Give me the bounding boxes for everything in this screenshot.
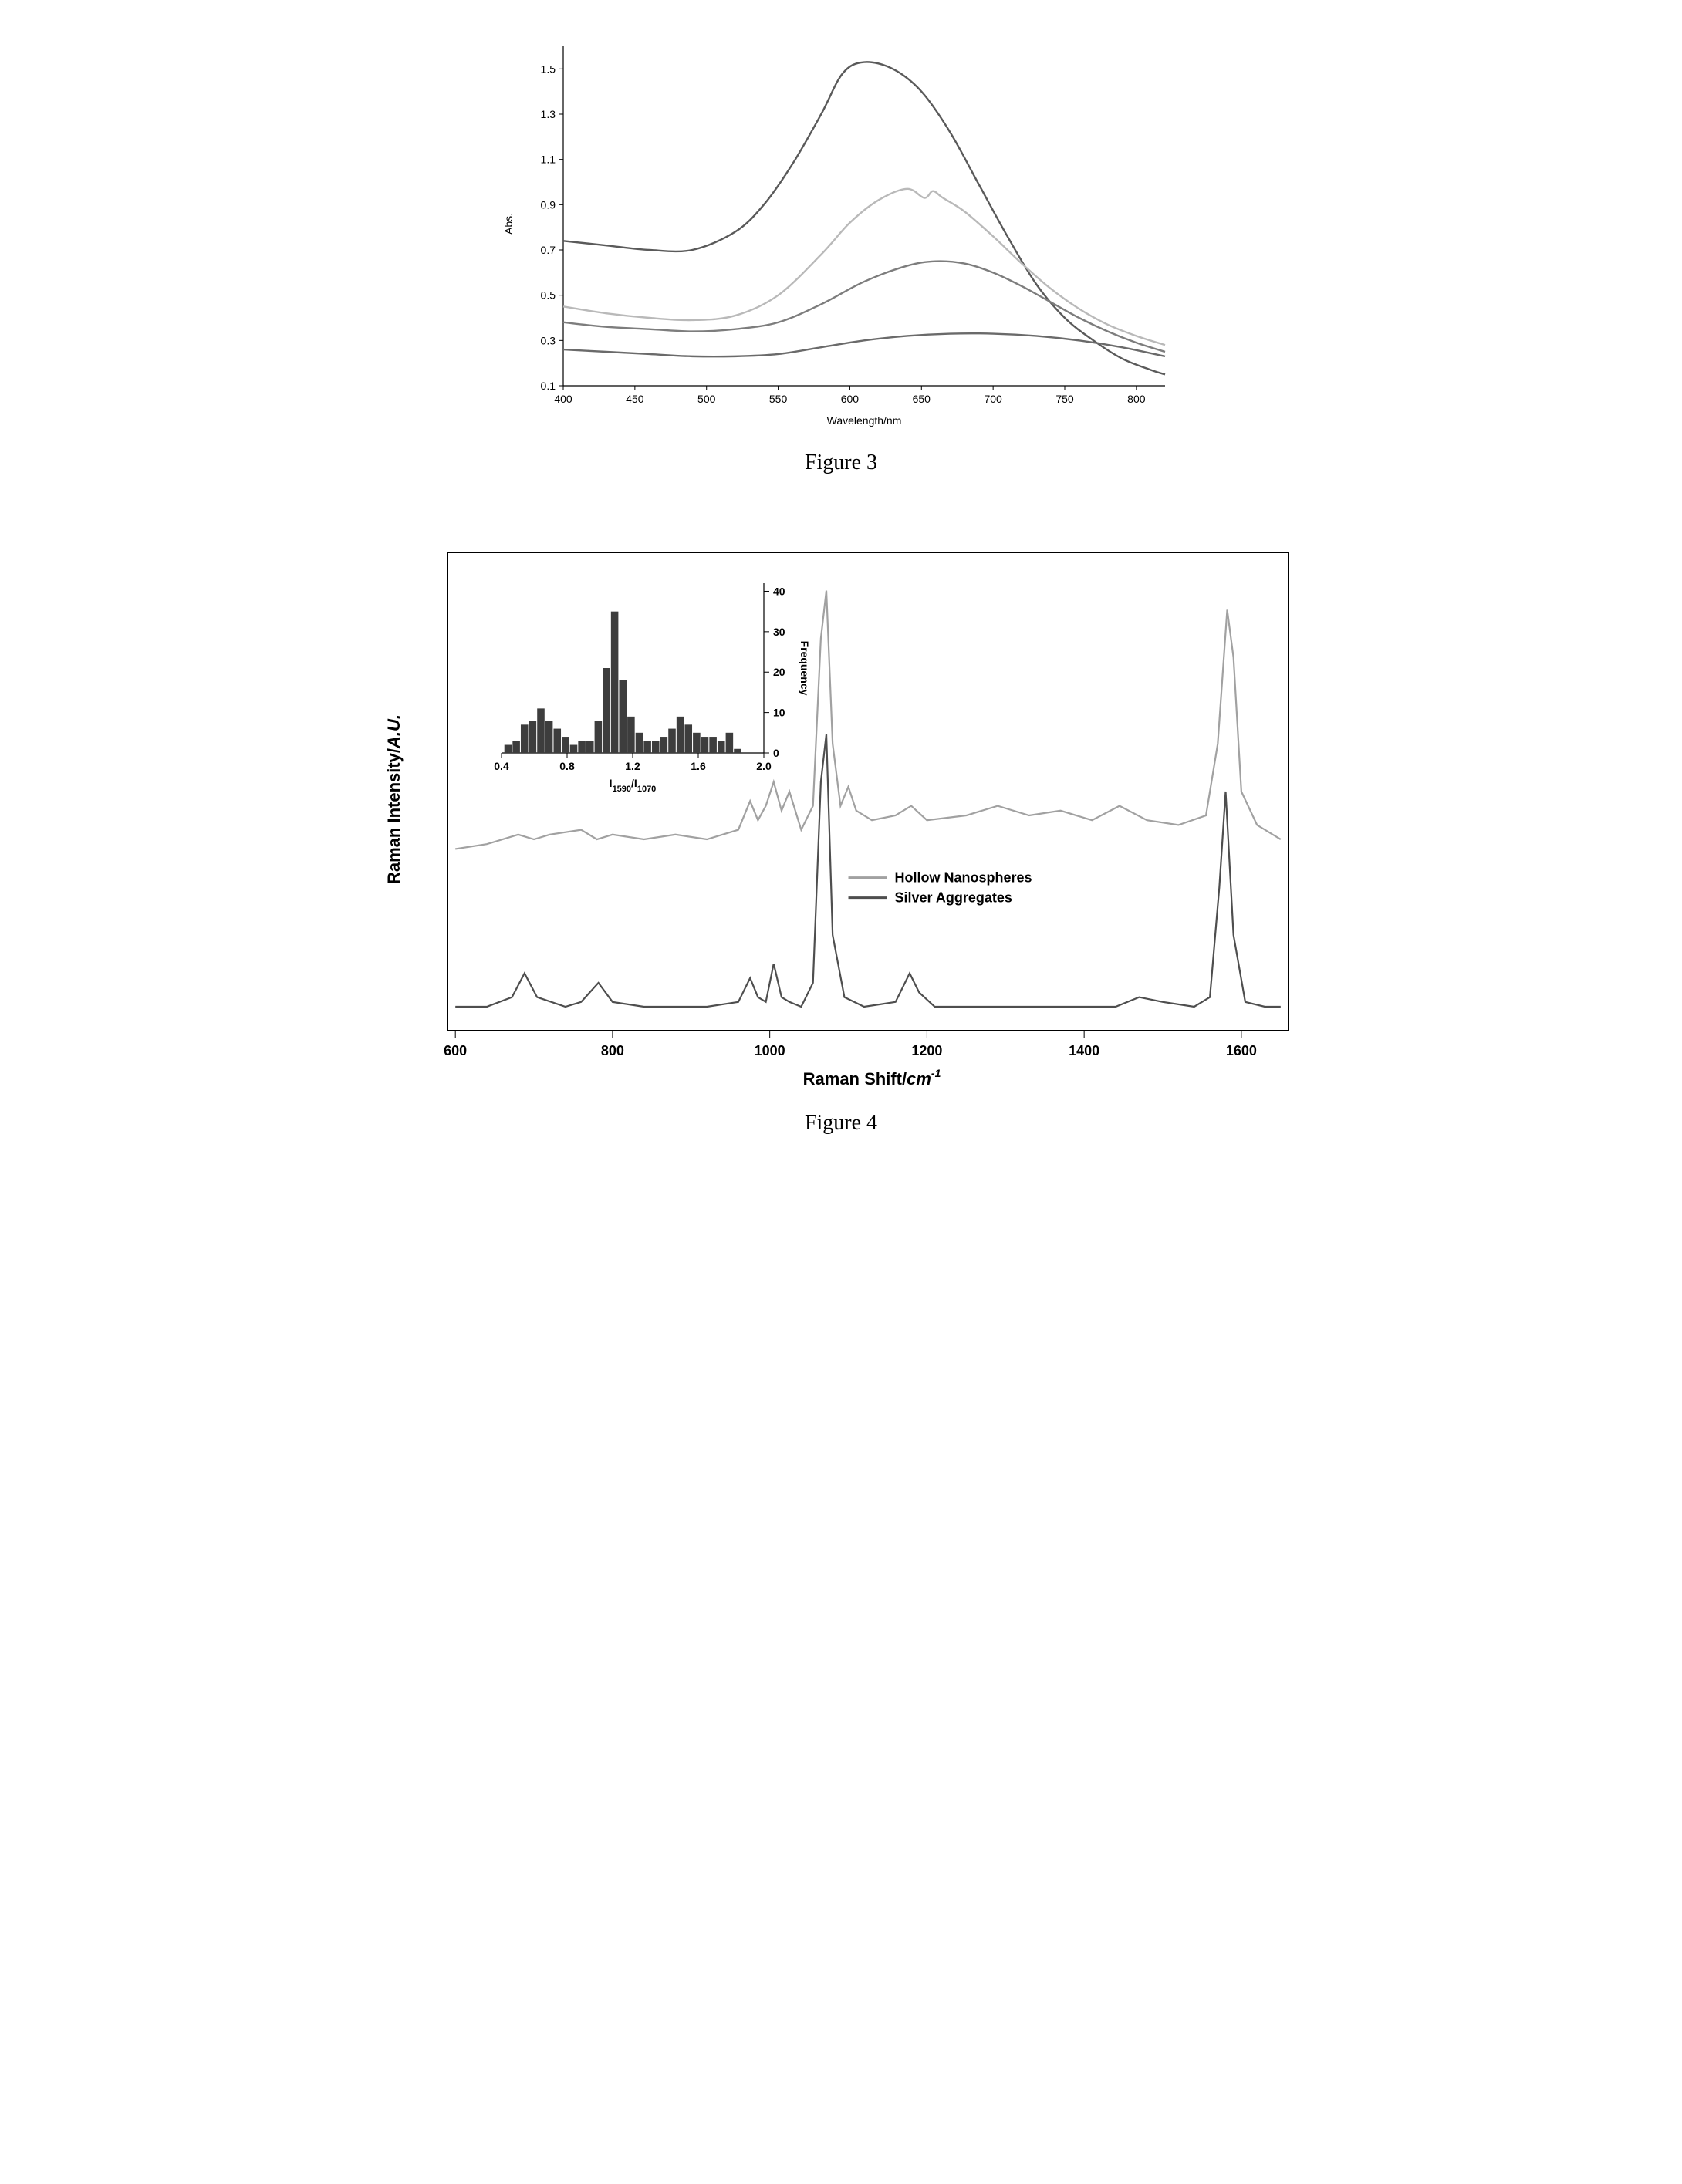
inset-bar bbox=[718, 741, 725, 753]
figure-3-ytick: 0.1 bbox=[541, 380, 556, 392]
inset-bar bbox=[636, 733, 643, 753]
inset-bar bbox=[660, 737, 668, 753]
figure-3-ytick: 1.3 bbox=[541, 108, 556, 120]
inset-xlabel: I1590/I1070 bbox=[610, 777, 657, 794]
inset-bar bbox=[619, 680, 627, 753]
inset-bar bbox=[643, 741, 651, 753]
figure-3-ytick: 0.7 bbox=[541, 244, 556, 256]
figure-3-xtick: 650 bbox=[913, 393, 931, 405]
inset-bar bbox=[677, 717, 684, 753]
figure-3-ytick: 0.5 bbox=[541, 289, 556, 302]
figure-3-ylabel: Abs. bbox=[502, 213, 515, 235]
figure-3-xtick: 600 bbox=[841, 393, 860, 405]
inset-ytick: 40 bbox=[773, 585, 785, 597]
legend-label: Silver Aggregates bbox=[895, 890, 1012, 906]
figure-3-series-curve_D bbox=[563, 333, 1165, 356]
figure-4-xlabel: Raman Shift/cm-1 bbox=[803, 1067, 941, 1089]
inset-xtick: 0.8 bbox=[559, 760, 575, 772]
inset-bar bbox=[553, 729, 561, 753]
figure-4-series-silver_aggregates bbox=[455, 734, 1281, 1007]
inset-bar bbox=[701, 737, 709, 753]
inset-xtick: 0.4 bbox=[494, 760, 509, 772]
figure-4-xtick: 1000 bbox=[755, 1043, 785, 1058]
figure-4-chart: 600 800 1000 1200 1400 1600 0.4 0.8 1.2 1.6 2.00 1… bbox=[378, 537, 1304, 1092]
figure-3-xtick: 500 bbox=[697, 393, 716, 405]
inset-bar bbox=[578, 741, 586, 753]
inset-bar bbox=[693, 733, 701, 753]
inset-bar bbox=[734, 749, 741, 753]
legend-label: Hollow Nanospheres bbox=[895, 870, 1032, 886]
figure-3-series-curve_A bbox=[563, 62, 1165, 374]
figure-3-xtick: 800 bbox=[1127, 393, 1146, 405]
inset-ytick: 10 bbox=[773, 707, 785, 719]
figure-3-caption: Figure 3 bbox=[805, 451, 877, 475]
inset-bar bbox=[726, 733, 734, 753]
inset-bar bbox=[505, 745, 512, 753]
figure-4-xtick: 1200 bbox=[911, 1043, 942, 1058]
inset-bar bbox=[627, 717, 635, 753]
figure-4-ylabel: Raman Intensity/A.U. bbox=[384, 714, 404, 884]
figure-4-xtick: 600 bbox=[444, 1043, 467, 1058]
inset-xtick: 1.6 bbox=[691, 760, 706, 772]
inset-bar bbox=[537, 708, 545, 753]
figure-3-xtick: 700 bbox=[984, 393, 1002, 405]
inset-bar bbox=[545, 721, 553, 753]
figure-3-ytick: 1.5 bbox=[541, 62, 556, 75]
inset-ytick: 0 bbox=[773, 747, 779, 759]
inset-bar bbox=[684, 724, 692, 753]
inset-bar bbox=[570, 745, 578, 753]
inset-bar bbox=[709, 737, 717, 753]
figure-4-series-hollow_nanospheres bbox=[455, 591, 1281, 849]
figure-4-xtick: 1400 bbox=[1069, 1043, 1099, 1058]
inset-bar bbox=[562, 737, 569, 753]
inset-bar bbox=[521, 724, 529, 753]
inset-xtick: 2.0 bbox=[756, 760, 772, 772]
inset-bar bbox=[529, 721, 537, 753]
inset-bar bbox=[586, 741, 594, 753]
figure-4-block: 600 800 1000 1200 1400 1600 0.4 0.8 1.2 1.6 2.00 1… bbox=[224, 537, 1458, 1136]
figure-3-xlabel: Wavelength/nm bbox=[827, 414, 902, 427]
figure-3-xtick: 450 bbox=[626, 393, 644, 405]
figure-4-xtick: 1600 bbox=[1226, 1043, 1257, 1058]
figure-4-caption: Figure 4 bbox=[805, 1111, 877, 1136]
inset-ytick: 30 bbox=[773, 626, 785, 638]
page: 4004505005506006507007508000.10.30.50.70… bbox=[224, 31, 1458, 1136]
inset-xtick: 1.2 bbox=[625, 760, 640, 772]
inset-ylabel: Frequency bbox=[799, 641, 811, 696]
inset-bar bbox=[668, 729, 676, 753]
figure-3-block: 400 450 500 550 600 650 700 750 800 0.1 0.3 0.5 0.7 0… bbox=[224, 31, 1458, 475]
inset-bar bbox=[512, 741, 520, 753]
inset-bar bbox=[595, 721, 603, 753]
figure-3-chart: 400 450 500 550 600 650 700 750 800 0.1 0.3 0.5 0.7 0… bbox=[494, 31, 1188, 432]
figure-3-series-curve_B bbox=[563, 189, 1165, 345]
figure-3-xtick: 400 bbox=[554, 393, 572, 405]
inset-bar bbox=[603, 668, 610, 753]
figure-3-ytick: 0.9 bbox=[541, 198, 556, 211]
figure-3-ytick: 0.3 bbox=[541, 334, 556, 346]
figure-3-xtick: 550 bbox=[769, 393, 788, 405]
figure-3-ytick: 1.1 bbox=[541, 154, 556, 166]
figure-4-xtick: 800 bbox=[601, 1043, 624, 1058]
inset-bar bbox=[611, 612, 619, 753]
inset-bar bbox=[652, 741, 660, 753]
figure-3-xtick: 750 bbox=[1055, 393, 1074, 405]
inset-ytick: 20 bbox=[773, 666, 785, 678]
